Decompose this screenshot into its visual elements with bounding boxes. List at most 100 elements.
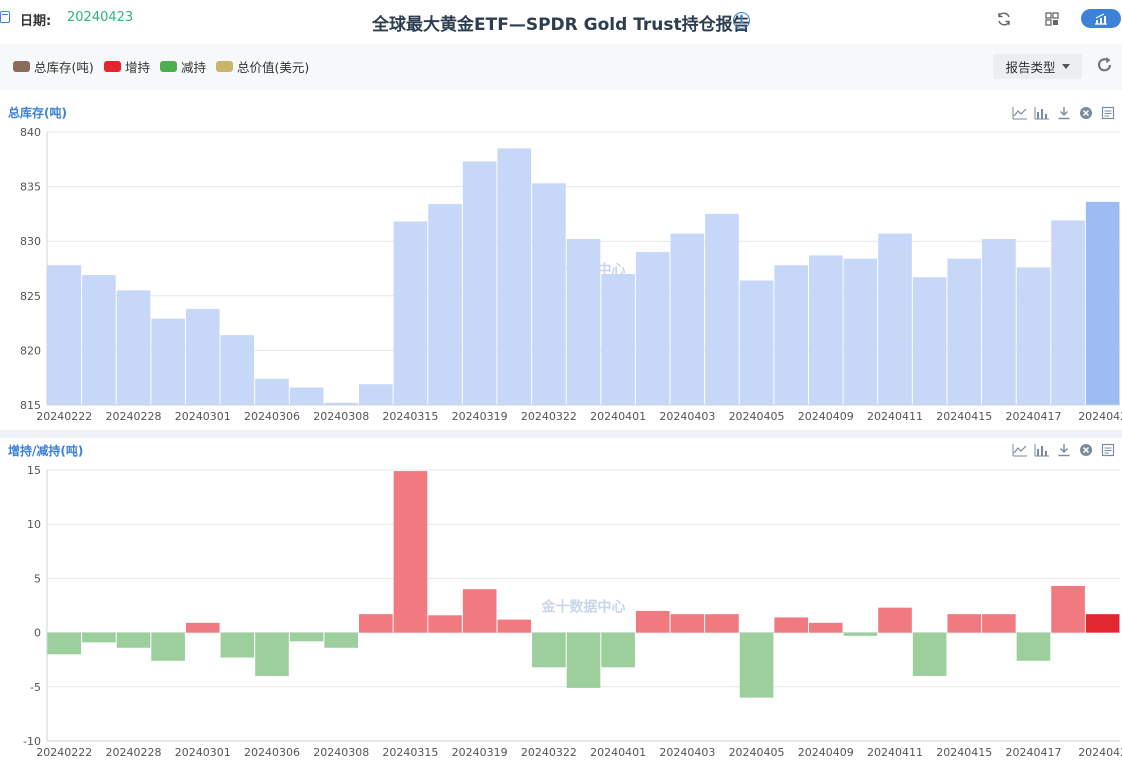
chart-bar[interactable]: [255, 378, 289, 405]
chart-bar[interactable]: [497, 619, 532, 633]
y-tick-label: -10: [23, 735, 41, 748]
y-tick-label: 830: [20, 235, 41, 248]
calendar-icon[interactable]: [0, 11, 10, 23]
legend-increase[interactable]: 增持: [104, 57, 150, 76]
y-tick-label: 10: [27, 518, 41, 531]
chart-bar[interactable]: [601, 632, 635, 668]
chart-bar[interactable]: [1085, 614, 1120, 633]
top-bar: 日期: 20240423 全球最大黄金ETF—SPDR Gold Trust持仓…: [0, 0, 1122, 40]
legend-total-inventory[interactable]: 总库存(吨): [13, 57, 94, 76]
close-icon[interactable]: [1078, 105, 1094, 121]
chart-bar[interactable]: [359, 384, 393, 405]
x-tick-label: 20240319: [452, 746, 508, 759]
chart-bar[interactable]: [220, 632, 255, 658]
chart-bar[interactable]: [739, 280, 774, 405]
bar-chart-icon[interactable]: [1034, 105, 1050, 121]
chart-bar[interactable]: [982, 614, 1016, 633]
chart-bar[interactable]: [843, 632, 878, 636]
chart-bar[interactable]: [82, 275, 116, 405]
chart-bar[interactable]: [185, 308, 220, 405]
legend-bar: 总库存(吨) 增持 减持 总价值(美元) 报告类型: [0, 44, 1122, 90]
chart-bar[interactable]: [878, 607, 912, 633]
chart-bar[interactable]: [912, 632, 947, 676]
chart-bar[interactable]: [185, 622, 220, 633]
reload-icon[interactable]: [1097, 56, 1115, 76]
data-view-icon[interactable]: [1100, 442, 1116, 458]
x-tick-label: 20240405: [729, 746, 785, 759]
chart-bar[interactable]: [1085, 201, 1120, 405]
chart-bar[interactable]: [1016, 632, 1051, 661]
data-view-icon[interactable]: [1100, 105, 1116, 121]
chart-bar[interactable]: [843, 258, 878, 405]
chart-bar[interactable]: [151, 632, 185, 661]
chart-bar[interactable]: [670, 233, 705, 405]
x-tick-label: 20240306: [244, 746, 300, 759]
chart-view-toggle[interactable]: [1081, 9, 1121, 28]
chart-bar[interactable]: [428, 204, 462, 405]
chart-bar[interactable]: [1051, 220, 1085, 405]
chart-bar[interactable]: [774, 617, 808, 633]
legend-total-value[interactable]: 总价值(美元): [216, 57, 309, 76]
legend-label: 总库存(吨): [34, 60, 94, 75]
chart-bar[interactable]: [82, 632, 116, 643]
info-icon[interactable]: i: [733, 12, 750, 29]
chart-bar[interactable]: [947, 614, 982, 633]
chart-bar[interactable]: [289, 387, 324, 405]
chart-bar[interactable]: [462, 161, 497, 405]
chart-bar[interactable]: [289, 632, 324, 642]
chart-bar[interactable]: [566, 239, 601, 405]
chart-bar[interactable]: [878, 233, 912, 405]
chart-bar[interactable]: [532, 183, 566, 405]
x-tick-label: 20240308: [313, 410, 369, 423]
chart-bar[interactable]: [982, 239, 1016, 405]
y-tick-label: -5: [30, 681, 41, 694]
chart-bar[interactable]: [116, 290, 151, 405]
chart-bar[interactable]: [566, 632, 601, 688]
line-chart-icon[interactable]: [1012, 105, 1028, 121]
chart-bar[interactable]: [497, 148, 532, 405]
chart-bar[interactable]: [808, 255, 843, 405]
chart-bar[interactable]: [670, 614, 705, 633]
chart-bar[interactable]: [462, 589, 497, 633]
page-title: 全球最大黄金ETF—SPDR Gold Trust持仓报告: [372, 15, 750, 35]
chart-bar[interactable]: [359, 614, 393, 633]
report-type-select[interactable]: 报告类型: [993, 54, 1082, 79]
chart-bar[interactable]: [635, 252, 670, 405]
close-icon[interactable]: [1078, 442, 1094, 458]
chart-bar[interactable]: [705, 614, 739, 633]
chart-bar[interactable]: [739, 632, 774, 698]
legend-decrease[interactable]: 减持: [160, 57, 206, 76]
chart-bar[interactable]: [255, 632, 289, 676]
chart-bar[interactable]: [635, 610, 670, 633]
chart-bar[interactable]: [428, 615, 462, 633]
download-icon[interactable]: [1056, 442, 1072, 458]
grid-layout-icon[interactable]: [1040, 8, 1064, 30]
chart-bar[interactable]: [808, 622, 843, 633]
date-value[interactable]: 20240423: [67, 10, 134, 25]
x-tick-label: 20240411: [867, 746, 923, 759]
chart-bar[interactable]: [324, 402, 359, 405]
line-chart-icon[interactable]: [1012, 442, 1028, 458]
refresh-data-icon[interactable]: [992, 8, 1016, 30]
chart-bar[interactable]: [1051, 585, 1085, 633]
chart-bar[interactable]: [324, 632, 359, 648]
chart-bar[interactable]: [116, 632, 151, 648]
chart-bar[interactable]: [947, 258, 982, 405]
chart-bar[interactable]: [601, 273, 635, 405]
chart-bar[interactable]: [774, 265, 808, 405]
bar-chart-icon[interactable]: [1034, 442, 1050, 458]
chart-bar[interactable]: [393, 221, 428, 405]
chart-bar[interactable]: [532, 632, 566, 668]
chart-bar[interactable]: [705, 213, 739, 405]
x-tick-label: 20240319: [452, 410, 508, 423]
chart-bar[interactable]: [47, 632, 82, 655]
chart-bar[interactable]: [912, 277, 947, 405]
download-icon[interactable]: [1056, 105, 1072, 121]
chart-bar[interactable]: [220, 335, 255, 405]
chart-bar[interactable]: [393, 471, 428, 633]
chart-bar[interactable]: [47, 265, 82, 405]
chart-bar[interactable]: [151, 318, 185, 405]
x-tick-label: 20240322: [521, 746, 577, 759]
x-tick-label: 20240315: [382, 746, 438, 759]
chart-bar[interactable]: [1016, 267, 1051, 405]
